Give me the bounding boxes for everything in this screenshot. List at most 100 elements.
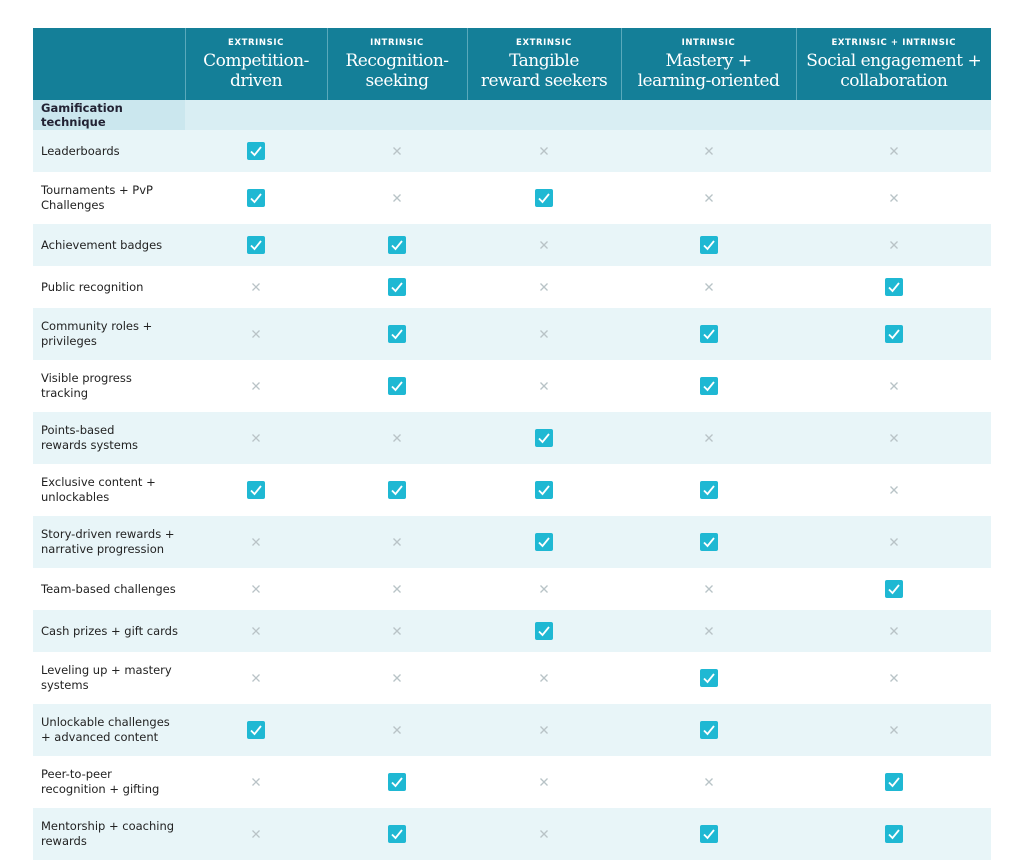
cross-mark	[889, 674, 898, 682]
check-cell	[327, 516, 467, 568]
technique-line: Leaderboards	[41, 143, 120, 158]
technique-line: Unlockable challenges	[41, 715, 170, 729]
technique-cell: Cash prizes + gift cards	[33, 610, 185, 652]
cross-mark	[889, 486, 898, 494]
check-mark	[247, 481, 265, 499]
technique-line: Exclusive content +	[41, 475, 156, 489]
technique-line: narrative progression	[41, 542, 165, 556]
check-cell	[621, 652, 796, 704]
check-mark	[884, 278, 903, 296]
check-cell	[185, 224, 327, 266]
technique-cell: Exclusive content + unlockables	[33, 464, 185, 516]
check-cell	[796, 516, 991, 568]
check-cell	[185, 308, 327, 360]
check-cell	[327, 568, 467, 610]
cross-mark	[889, 627, 898, 635]
check-cell	[621, 568, 796, 610]
check-cell	[796, 360, 991, 412]
technique-cell: Public recognition	[33, 266, 185, 308]
technique-row: Visible progress tracking	[33, 360, 991, 412]
check-cell	[796, 610, 991, 652]
check-cell	[327, 464, 467, 516]
technique-line: rewards	[41, 834, 87, 848]
technique-row: Unlockable challenges + advanced content	[33, 704, 991, 756]
check-cell	[621, 360, 796, 412]
cross-mark	[889, 434, 898, 442]
check-cell	[621, 130, 796, 172]
technique-cell: Team-based challenges	[33, 568, 185, 610]
cross-mark	[704, 585, 713, 593]
check-cell	[621, 308, 796, 360]
check-cell	[327, 308, 467, 360]
technique-cell: Achievement badges	[33, 224, 185, 266]
cross-mark	[540, 241, 548, 249]
header-corner	[33, 28, 185, 100]
check-mark	[535, 622, 553, 640]
cross-mark	[540, 330, 548, 338]
cross-mark	[393, 726, 401, 734]
check-cell	[327, 652, 467, 704]
check-cell	[327, 130, 467, 172]
cross-mark	[540, 585, 548, 593]
check-mark	[699, 825, 718, 843]
check-mark	[535, 481, 553, 499]
column-header: INTRINSIC Mastery + learning-oriented	[620, 28, 796, 100]
check-mark	[535, 189, 553, 207]
technique-cell: Peer-to-peer recognition + gifting	[33, 756, 185, 808]
table-body: Gamification technique Leaderboards Tourna…	[33, 100, 991, 860]
column-title: Tangible	[509, 50, 579, 71]
technique-line: Team-based challenges	[41, 581, 176, 596]
check-cell	[185, 412, 327, 464]
check-cell	[185, 704, 327, 756]
cross-mark	[540, 283, 548, 291]
technique-line: Public recognition	[41, 279, 144, 294]
column-title: Social engagement +	[806, 50, 982, 71]
check-mark	[388, 278, 406, 296]
column-header: INTRINSIC Recognition-seeking	[326, 28, 467, 100]
column-title: driven	[229, 70, 283, 91]
cross-mark	[889, 194, 898, 202]
check-cell	[185, 360, 327, 412]
check-mark	[247, 236, 265, 254]
check-cell	[185, 464, 327, 516]
check-cell	[621, 224, 796, 266]
technique-row: Leaderboards	[33, 130, 991, 172]
technique-line: privileges	[41, 334, 97, 348]
check-cell	[796, 266, 991, 308]
cross-mark	[704, 147, 713, 155]
cross-mark	[889, 382, 898, 390]
check-cell	[185, 130, 327, 172]
cross-mark	[252, 674, 260, 682]
cross-mark	[252, 330, 260, 338]
check-mark	[699, 533, 718, 551]
column-header: EXTRINSIC Tangible reward seekers	[466, 28, 621, 100]
technique-line: rewards systems	[41, 438, 139, 452]
cross-mark	[889, 726, 898, 734]
check-cell	[467, 130, 621, 172]
cross-mark	[252, 382, 260, 390]
cross-mark	[540, 830, 548, 838]
column-title: seeking	[365, 70, 429, 91]
check-mark	[388, 325, 406, 343]
check-cell	[621, 172, 796, 224]
check-cell	[467, 224, 621, 266]
check-cell	[796, 308, 991, 360]
column-header: EXTRINSIC + INTRINSIC Social engagement +…	[795, 28, 991, 100]
technique-cell: Tournaments + PvP Challenges	[33, 172, 185, 224]
technique-row: Team-based challenges	[33, 568, 991, 610]
technique-line: Tournaments + PvP	[41, 183, 153, 197]
check-cell	[185, 756, 327, 808]
technique-row: Leveling up + mastery systems	[33, 652, 991, 704]
cross-mark	[393, 147, 401, 155]
cross-mark	[704, 778, 713, 786]
technique-row: Public recognition	[33, 266, 991, 308]
cross-mark	[252, 778, 260, 786]
technique-cell: Mentorship + coaching rewards	[33, 808, 185, 860]
check-cell	[621, 412, 796, 464]
cross-mark	[704, 283, 713, 291]
check-cell	[327, 610, 467, 652]
technique-line: Community roles +	[41, 319, 153, 333]
check-mark	[388, 481, 406, 499]
technique-line: tracking	[41, 386, 89, 400]
